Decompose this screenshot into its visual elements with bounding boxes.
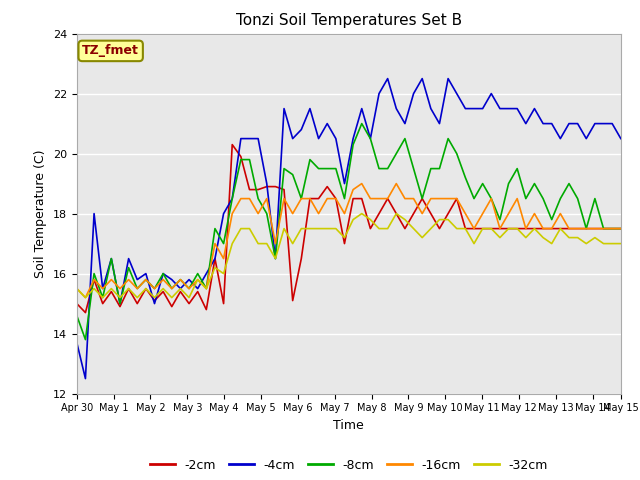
Legend: -2cm, -4cm, -8cm, -16cm, -32cm: -2cm, -4cm, -8cm, -16cm, -32cm [145,454,553,477]
Y-axis label: Soil Temperature (C): Soil Temperature (C) [35,149,47,278]
X-axis label: Time: Time [333,419,364,432]
Text: TZ_fmet: TZ_fmet [82,44,139,58]
Title: Tonzi Soil Temperatures Set B: Tonzi Soil Temperatures Set B [236,13,462,28]
